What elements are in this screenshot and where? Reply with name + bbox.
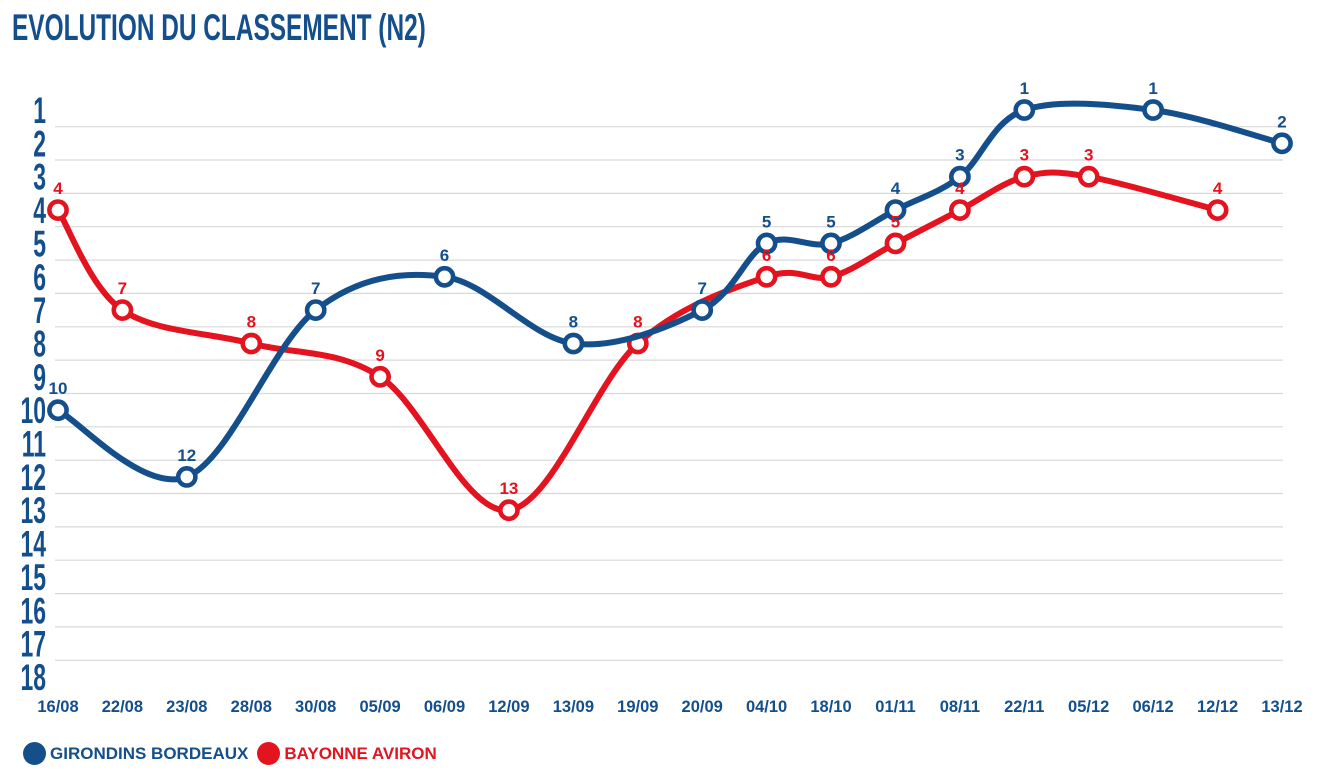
bayonne-aviron-point-label: 6 <box>826 246 835 265</box>
y-axis-label: 7 <box>33 289 46 331</box>
y-axis-label: 3 <box>33 156 46 198</box>
x-axis-label: 12/09 <box>488 698 529 716</box>
x-axis-label: 08/11 <box>940 698 980 716</box>
y-axis-label: 11 <box>22 423 46 465</box>
bayonne-aviron-marker <box>369 365 392 388</box>
x-axis-label: 13/12 <box>1261 698 1302 716</box>
girondins-bordeaux-marker <box>1013 99 1036 121</box>
x-axis-label: 22/08 <box>102 698 143 716</box>
x-axis-label: 05/12 <box>1068 698 1109 716</box>
girondins-bordeaux-point-label: 3 <box>955 146 964 165</box>
girondins-bordeaux-point-label: 6 <box>440 246 449 265</box>
girondins-bordeaux-point-label: 1 <box>1020 79 1029 98</box>
bayonne-aviron-point-label: 7 <box>118 279 127 298</box>
bayonne-aviron-point-label: 3 <box>1020 146 1029 165</box>
x-axis-label: 06/12 <box>1132 698 1173 716</box>
bayonne-aviron-point-label: 4 <box>955 179 965 198</box>
x-axis-label: 19/09 <box>617 698 658 716</box>
legend-label: GIRONDINS BORDEAUX <box>50 743 249 763</box>
girondins-bordeaux-point-label: 7 <box>697 279 706 298</box>
x-axis-label: 23/08 <box>166 698 207 716</box>
y-axis-label: 9 <box>33 356 46 398</box>
bayonne-aviron-point-label: 9 <box>375 346 384 365</box>
girondins-bordeaux-marker <box>433 265 456 288</box>
y-axis-label: 18 <box>20 656 46 698</box>
girondins-bordeaux-point-label: 12 <box>177 446 196 465</box>
bayonne-aviron-marker <box>1077 165 1100 188</box>
y-axis-label: 16 <box>20 590 46 632</box>
girondins-bordeaux-marker <box>562 332 585 355</box>
y-axis-label: 14 <box>20 523 46 565</box>
girondins-bordeaux-point-label: 2 <box>1277 112 1286 131</box>
girondins-bordeaux-point-label: 5 <box>762 212 771 231</box>
x-axis-label: 20/09 <box>682 698 723 716</box>
girondins-bordeaux-marker <box>949 165 971 188</box>
legend-label: BAYONNE AVIRON <box>284 743 437 763</box>
girondins-bordeaux-marker <box>175 465 198 488</box>
x-axis-label: 16/08 <box>37 698 78 716</box>
y-axis-label: 8 <box>33 323 46 365</box>
bayonne-aviron-marker <box>1013 165 1036 188</box>
x-axis-label: 18/10 <box>810 698 851 716</box>
bayonne-aviron-point-label: 8 <box>247 313 256 332</box>
legend-color-dot <box>257 742 281 765</box>
bayonne-aviron-marker <box>1206 199 1229 222</box>
x-axis-label: 22/11 <box>1004 698 1044 716</box>
bayonne-aviron-marker <box>240 332 263 355</box>
chart-legend: GIRONDINS BORDEAUX BAYONNE AVIRON <box>23 742 437 765</box>
bayonne-aviron-marker <box>820 265 842 288</box>
bayonne-aviron-point-label: 6 <box>762 246 771 265</box>
legend-color-dot <box>23 742 46 765</box>
bayonne-aviron-marker <box>949 199 971 222</box>
girondins-bordeaux-marker <box>884 199 907 222</box>
girondins-bordeaux-point-label: 7 <box>311 279 320 298</box>
bayonne-aviron-point-label: 3 <box>1084 146 1093 165</box>
girondins-bordeaux-marker <box>1142 99 1165 121</box>
bayonne-aviron-point-label: 13 <box>499 479 518 498</box>
bayonne-aviron-marker <box>47 199 69 222</box>
girondins-bordeaux-point-label: 8 <box>569 313 578 332</box>
bayonne-aviron-point-label: 4 <box>1213 179 1223 198</box>
y-axis-label: 10 <box>20 390 46 432</box>
girondins-bordeaux-point-label: 5 <box>826 212 835 231</box>
y-axis-label: 2 <box>33 123 46 165</box>
y-axis-label: 17 <box>20 623 46 665</box>
y-axis-label: 13 <box>20 490 46 532</box>
girondins-bordeaux-marker <box>1271 132 1293 155</box>
bayonne-aviron-marker <box>755 265 778 288</box>
girondins-bordeaux-marker <box>47 399 69 422</box>
girondins-bordeaux-marker <box>755 232 778 255</box>
legend-item-girondins-bordeaux: GIRONDINS BORDEAUX <box>23 742 248 765</box>
y-axis-label: 4 <box>33 189 46 231</box>
y-axis-label: 12 <box>20 456 46 498</box>
y-axis-label: 15 <box>20 556 46 598</box>
y-axis-label: 6 <box>33 256 46 298</box>
x-axis-label: 06/09 <box>424 698 465 716</box>
bayonne-aviron-marker <box>111 299 134 322</box>
legend-item-bayonne-aviron: BAYONNE AVIRON <box>257 742 437 765</box>
girondins-bordeaux-marker <box>304 299 327 322</box>
page-title: EVOLUTION DU CLASSEMENT (N2) <box>12 7 426 48</box>
x-axis-label: 04/10 <box>746 698 787 716</box>
girondins-bordeaux-point-label: 1 <box>1148 79 1157 98</box>
girondins-bordeaux-point-label: 4 <box>891 179 901 198</box>
bayonne-aviron-point-label: 8 <box>633 313 642 332</box>
bayonne-aviron-point-label: 5 <box>891 212 900 231</box>
y-axis-label: 5 <box>33 223 46 265</box>
x-axis-label: 30/08 <box>295 698 336 716</box>
x-axis-label: 01/11 <box>875 698 915 716</box>
girondins-bordeaux-marker <box>691 299 714 322</box>
y-axis-label: 1 <box>33 89 46 131</box>
x-axis-label: 05/09 <box>359 698 400 716</box>
bayonne-aviron-marker <box>497 499 520 522</box>
girondins-bordeaux-marker <box>820 232 842 255</box>
x-axis-label: 28/08 <box>231 698 272 716</box>
bayonne-aviron-marker <box>884 232 907 255</box>
x-axis-label: 12/12 <box>1197 698 1238 716</box>
bayonne-aviron-point-label: 4 <box>53 179 63 198</box>
x-axis-label: 13/09 <box>553 698 594 716</box>
girondins-bordeaux-point-label: 10 <box>49 379 68 398</box>
